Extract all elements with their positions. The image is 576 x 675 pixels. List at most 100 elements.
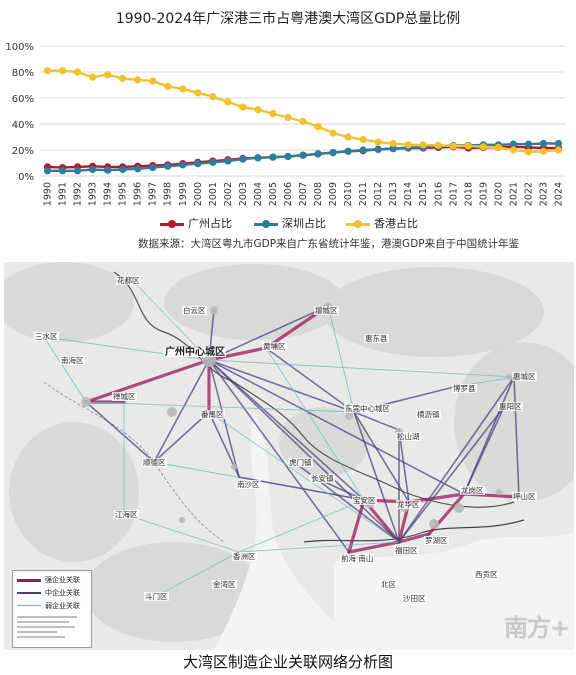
network-link bbox=[208, 359, 465, 495]
source-note: 数据来源：大湾区粤九市GDP来自广东省统计年鉴，港澳GDP来自于中国统计年鉴 bbox=[138, 238, 520, 250]
y-tick-label: 80% bbox=[12, 68, 34, 79]
network-link bbox=[208, 359, 355, 413]
watermark-logo: 南方+ bbox=[504, 614, 570, 642]
legend-swatch-guangzhou bbox=[160, 219, 184, 229]
series-1-point bbox=[58, 167, 67, 175]
series-2-point bbox=[464, 142, 472, 150]
series-1-point bbox=[179, 161, 187, 169]
series-1-point bbox=[43, 167, 52, 175]
series-1-point bbox=[329, 149, 337, 157]
series-2-point bbox=[359, 136, 367, 144]
network-link bbox=[153, 359, 210, 463]
series-2-point bbox=[89, 73, 97, 81]
map-legend-strong-label: 强企业关联 bbox=[45, 576, 80, 584]
series-1-point bbox=[149, 163, 157, 172]
x-tick-label: 2022 bbox=[523, 182, 534, 206]
series-1-point bbox=[119, 165, 127, 174]
y-tick-label: 0% bbox=[18, 172, 34, 183]
series-1-point bbox=[164, 162, 172, 170]
series-1-point bbox=[389, 145, 397, 153]
district-baiyun: 白云区 bbox=[182, 306, 207, 315]
x-tick-label: 2000 bbox=[193, 182, 204, 206]
series-2-point bbox=[479, 143, 487, 151]
series-2-point bbox=[239, 103, 247, 111]
series-2-point bbox=[254, 106, 262, 114]
x-tick-label: 1996 bbox=[133, 182, 144, 206]
series-1-point bbox=[524, 140, 533, 148]
district-dongguan-core: 东莞中心城区 bbox=[344, 404, 391, 413]
map-legend-medium-label: 中企业关联 bbox=[45, 589, 80, 597]
series-1-point bbox=[134, 165, 142, 173]
district-longhua: 龙华区 bbox=[396, 500, 421, 509]
series-2-point bbox=[419, 141, 427, 149]
series-1-point bbox=[284, 152, 292, 161]
chart-title: 1990-2024年广深港三市占粤港澳大湾区GDP总量比例 bbox=[115, 11, 461, 27]
network-link bbox=[398, 376, 515, 543]
district-baoan: 宝安区 bbox=[352, 496, 377, 505]
network-link bbox=[513, 376, 520, 498]
x-tick-label: 2020 bbox=[493, 182, 504, 206]
x-tick-label: 2017 bbox=[448, 182, 459, 206]
x-tick-label: 1999 bbox=[178, 182, 189, 206]
district-jianghai: 江海区 bbox=[114, 510, 139, 519]
series-2-point bbox=[179, 85, 187, 93]
district-nansha: 南沙区 bbox=[236, 480, 261, 489]
network-link bbox=[133, 281, 210, 361]
district-panyu: 番禺区 bbox=[200, 410, 225, 419]
district-zengcheng: 增城区 bbox=[314, 306, 339, 315]
map-legend-footnote bbox=[17, 613, 87, 645]
network-link bbox=[208, 359, 400, 543]
series-1-point bbox=[314, 150, 322, 158]
network-link bbox=[84, 358, 211, 404]
series-2-point bbox=[43, 67, 52, 75]
x-tick-label: 2008 bbox=[313, 182, 324, 206]
network-link bbox=[85, 401, 355, 413]
x-tick-label: 1992 bbox=[73, 182, 84, 206]
district-humen: 虎门镇 bbox=[288, 458, 313, 467]
network-link bbox=[208, 305, 329, 361]
series-2-point bbox=[209, 93, 217, 101]
x-tick-label: 1991 bbox=[58, 182, 69, 206]
series-2-point bbox=[149, 77, 157, 85]
x-tick-label: 2012 bbox=[373, 182, 384, 206]
x-tick-label: 2014 bbox=[403, 182, 414, 206]
y-tick-label: 20% bbox=[12, 146, 34, 157]
x-tick-label: 1994 bbox=[103, 182, 114, 206]
district-futian: 福田区 bbox=[394, 546, 419, 555]
series-1-point bbox=[344, 147, 352, 155]
series-1-point bbox=[269, 153, 277, 161]
network-link bbox=[313, 476, 400, 543]
series-2-point bbox=[194, 89, 202, 97]
network-link bbox=[353, 411, 400, 431]
series-1-point bbox=[554, 139, 563, 148]
district-shatian: 沙田区 bbox=[402, 594, 427, 603]
x-tick-label: 2024 bbox=[553, 182, 564, 206]
legend-swatch-hongkong bbox=[346, 219, 370, 229]
map-network-graphic bbox=[4, 262, 574, 650]
network-link bbox=[123, 513, 240, 553]
network-link bbox=[163, 551, 240, 593]
y-tick-label: 100% bbox=[5, 42, 34, 53]
x-tick-label: 2016 bbox=[433, 182, 444, 206]
series-2-point bbox=[224, 98, 232, 106]
district-longgang: 龙岗区 bbox=[460, 486, 485, 495]
district-huidong: 惠东县 bbox=[364, 334, 389, 343]
network-link bbox=[463, 376, 515, 495]
network-link bbox=[353, 411, 400, 543]
network-link bbox=[265, 347, 365, 501]
series-line-2 bbox=[47, 69, 559, 154]
x-tick-label: 2009 bbox=[328, 182, 339, 206]
series-2-point bbox=[134, 76, 142, 84]
district-guangzhou-core: 广州中心城区 bbox=[164, 347, 226, 358]
series-2-point bbox=[404, 141, 412, 149]
line-chart: 0% 20% 40% 60% 80% 100% 1990 1991 1992 1993 1994 19… bbox=[5, 42, 566, 206]
network-link bbox=[43, 336, 87, 403]
series-2-point bbox=[284, 113, 292, 122]
district-doumen: 斗门区 bbox=[144, 592, 169, 601]
series-1-point bbox=[239, 155, 247, 163]
district-huangpu: 黄埔区 bbox=[262, 342, 287, 351]
district-xiangzhou: 香洲区 bbox=[232, 552, 257, 561]
x-tick-label: 2013 bbox=[388, 182, 399, 206]
series-1-point bbox=[89, 165, 97, 174]
series-1-point bbox=[224, 157, 232, 165]
